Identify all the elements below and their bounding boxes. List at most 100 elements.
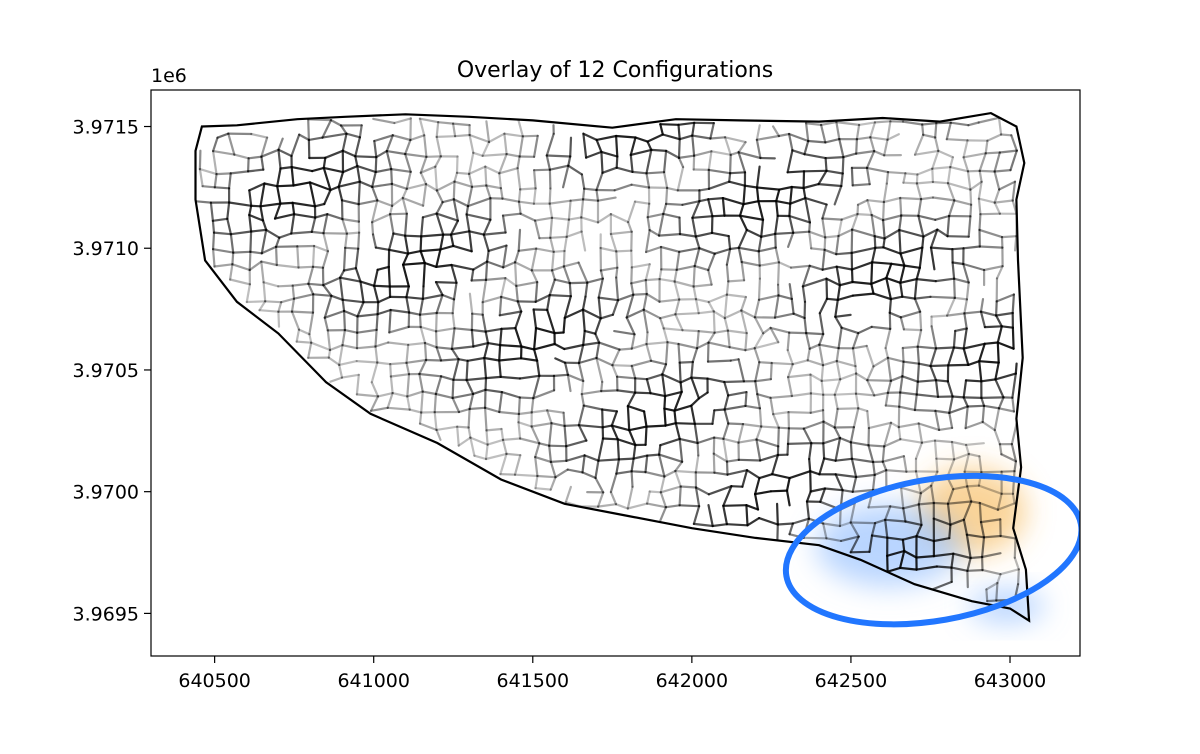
overlay-edge — [1013, 471, 1015, 494]
overlay-edge — [472, 280, 486, 281]
overlay-edge — [935, 123, 936, 137]
overlay-edge — [900, 198, 901, 216]
overlay-edge — [515, 262, 516, 286]
x-tick-label: 640500 — [178, 670, 251, 692]
overlay-edge — [357, 361, 378, 362]
overlay-edge — [809, 459, 810, 471]
overlay-edge — [948, 365, 968, 366]
overlay-edge — [823, 443, 824, 458]
overlay-edge — [727, 524, 748, 525]
overlay-edge — [376, 330, 377, 347]
overlay-edge — [775, 234, 776, 248]
overlay-edge — [934, 503, 948, 504]
overlay-edge — [731, 359, 739, 360]
overlay-edge — [936, 459, 937, 472]
overlay-edge — [933, 182, 948, 183]
overlay-edge — [932, 169, 933, 182]
overlay-edge — [648, 204, 650, 218]
overlay-edge — [970, 205, 971, 217]
overlay-edge — [616, 251, 631, 252]
overlay-edge — [899, 393, 900, 407]
blue-tail — [969, 589, 1045, 623]
overlay-edge — [856, 139, 857, 153]
overlay-edge — [680, 362, 693, 363]
overlay-edge — [968, 406, 984, 407]
overlay-edge — [659, 445, 660, 454]
overlay-edge — [883, 202, 884, 220]
overlay-edge — [391, 169, 392, 184]
overlay-edge — [979, 199, 981, 215]
overlay-edge — [457, 427, 468, 428]
overlay-edge — [788, 443, 811, 444]
overlay-edge — [971, 557, 983, 558]
overlay-edge — [602, 410, 603, 428]
overlay-edge — [647, 332, 648, 344]
overlay-edge — [616, 251, 617, 267]
overlay-edge — [691, 362, 692, 378]
overlay-edge — [485, 408, 486, 431]
overlay-edge — [1015, 461, 1016, 471]
overlay-edge — [355, 156, 376, 157]
overlay-edge — [293, 203, 295, 214]
overlay-edge — [598, 459, 619, 460]
overlay-edge — [436, 313, 437, 331]
overlay-edge — [778, 262, 779, 284]
overlay-edge — [771, 363, 772, 379]
overlay-edge — [453, 380, 454, 398]
x-tick-label: 643000 — [974, 670, 1047, 692]
overlay-edge — [729, 236, 730, 249]
overlay-edge — [776, 201, 778, 216]
overlay-edge — [955, 298, 967, 300]
overlay-edge — [390, 364, 391, 376]
overlay-edge — [840, 510, 841, 527]
overlay-edge — [260, 310, 279, 312]
overlay-edge — [217, 173, 231, 174]
overlay-edge — [647, 172, 665, 173]
overlay-edge — [970, 190, 971, 205]
overlay-edge — [986, 589, 987, 601]
overlay-edge — [777, 504, 778, 525]
overlay-edge — [664, 396, 665, 409]
overlay-edge — [919, 503, 934, 504]
overlay-edge — [778, 428, 779, 447]
overlay-edge — [555, 333, 564, 334]
overlay-edge — [486, 262, 487, 280]
overlay-edge — [389, 310, 390, 332]
overlay-edge — [324, 158, 326, 168]
overlay-edge — [612, 365, 631, 366]
overlay-edge — [729, 173, 730, 182]
overlay-edge — [985, 343, 998, 344]
overlay-edge — [775, 233, 793, 234]
overlay-edge — [329, 350, 330, 358]
overlay-edge — [759, 279, 760, 300]
overlay-edge — [247, 301, 265, 302]
overlay-edge — [698, 443, 699, 456]
overlay-edge — [313, 267, 323, 268]
overlay-edge — [603, 439, 618, 440]
overlay-edge — [502, 429, 504, 440]
overlay-edge — [679, 125, 680, 139]
overlay-edge — [500, 474, 515, 475]
overlay-edge — [507, 454, 521, 455]
overlay-edge — [1002, 471, 1015, 472]
overlay-edge — [597, 190, 599, 201]
overlay-edge — [584, 189, 596, 190]
overlay-edge — [804, 171, 827, 172]
overlay-edge — [616, 136, 617, 157]
overlay-edge — [308, 284, 323, 285]
overlay-edge — [570, 283, 588, 284]
overlay-edge — [680, 505, 700, 506]
overlay-edge — [746, 505, 747, 525]
overlay-edge — [344, 248, 345, 271]
overlay-edge — [789, 333, 806, 334]
overlay-edge — [313, 246, 314, 267]
overlay-edge — [985, 326, 1002, 327]
overlay-edge — [920, 312, 921, 330]
overlay-edge — [659, 234, 680, 236]
overlay-edge — [485, 167, 486, 186]
overlay-edge — [487, 429, 502, 430]
overlay-edge — [827, 279, 828, 299]
overlay-edge — [467, 206, 468, 214]
overlay-edge — [727, 462, 728, 475]
overlay-edge — [500, 345, 521, 346]
